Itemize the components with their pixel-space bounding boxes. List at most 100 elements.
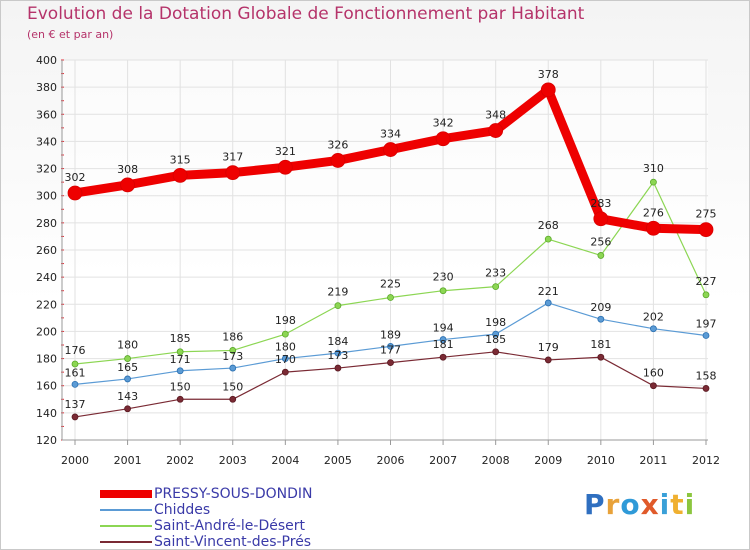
data-point <box>492 348 500 356</box>
data-label: 283 <box>590 197 611 210</box>
y-tick-label: 340 <box>36 135 57 148</box>
y-tick-label: 140 <box>36 407 57 420</box>
data-point <box>225 165 241 181</box>
data-point <box>229 364 237 372</box>
x-tick-label: 2008 <box>482 454 510 467</box>
data-label: 181 <box>433 338 454 351</box>
y-tick-label: 180 <box>36 353 57 366</box>
x-tick-label: 2007 <box>429 454 457 467</box>
data-label: 219 <box>327 286 348 299</box>
data-point <box>281 368 289 376</box>
logo-letter: r <box>605 488 621 521</box>
data-point <box>544 299 552 307</box>
logo-letter: o <box>620 488 641 521</box>
data-label: 158 <box>696 369 717 382</box>
data-point <box>597 315 605 323</box>
data-label: 137 <box>65 398 86 411</box>
data-label: 180 <box>275 341 296 354</box>
x-tick-label: 2001 <box>114 454 142 467</box>
chart-subtitle: (en € et par an) <box>27 28 114 41</box>
y-tick-label: 380 <box>36 81 57 94</box>
data-point <box>702 385 710 392</box>
x-tick-label: 2012 <box>692 454 720 467</box>
data-label: 173 <box>327 349 348 362</box>
logo-letter: i <box>684 488 696 521</box>
data-label: 177 <box>380 344 401 357</box>
data-label: 150 <box>222 380 243 393</box>
legend-swatch-chiddes <box>100 509 152 511</box>
data-label: 184 <box>327 335 348 348</box>
data-label: 161 <box>65 366 86 379</box>
proxiti-logo: Proxiti <box>584 488 695 521</box>
data-label: 176 <box>65 344 86 357</box>
data-point <box>176 348 184 356</box>
chart-title: Evolution de la Dotation Globale de Fonc… <box>27 4 585 24</box>
y-tick-label: 160 <box>36 380 57 393</box>
data-label: 170 <box>275 353 296 366</box>
legend-swatch-pressy <box>100 490 152 498</box>
data-point <box>229 395 237 403</box>
data-point <box>650 178 657 186</box>
data-label: 185 <box>485 333 506 346</box>
y-tick-label: 220 <box>36 298 57 311</box>
data-label: 342 <box>433 117 454 130</box>
y-tick-label: 320 <box>36 163 57 176</box>
data-point <box>488 123 504 138</box>
data-point <box>67 185 83 201</box>
data-point <box>650 382 657 390</box>
data-point <box>124 375 131 383</box>
data-label: 276 <box>643 206 664 219</box>
data-label: 275 <box>696 208 717 221</box>
data-label: 378 <box>538 68 559 81</box>
data-point <box>229 347 237 354</box>
data-point <box>702 291 710 299</box>
x-tick-label: 2005 <box>324 454 352 467</box>
x-tick-label: 2009 <box>534 454 562 467</box>
legend-label-saint-vincent: Saint-Vincent-des-Prés <box>154 534 312 550</box>
data-label: 181 <box>590 338 611 351</box>
legend-swatch-saint-andre <box>100 525 152 527</box>
legend-label-saint-andre: Saint-André-le-Désert <box>154 518 306 534</box>
data-point <box>71 380 79 388</box>
data-point <box>492 283 500 291</box>
data-point <box>387 294 394 301</box>
data-label: 173 <box>222 350 243 363</box>
legend-label-pressy: PRESSY-SOUS-DONDIN <box>154 486 313 502</box>
x-tick-label: 2004 <box>271 454 299 467</box>
data-point <box>330 153 346 168</box>
data-label: 227 <box>696 275 717 288</box>
data-point <box>120 177 135 193</box>
data-label: 143 <box>117 390 138 403</box>
data-point <box>176 367 184 375</box>
data-label: 334 <box>380 128 401 141</box>
data-point <box>492 330 500 338</box>
data-point <box>71 360 79 368</box>
data-point <box>387 342 394 350</box>
data-point <box>650 325 657 333</box>
data-point <box>334 302 342 310</box>
data-point <box>597 252 605 259</box>
data-label: 189 <box>380 328 401 341</box>
logo-letter: i <box>659 488 671 521</box>
data-label: 180 <box>117 339 138 352</box>
data-label: 179 <box>538 341 559 354</box>
data-point <box>646 220 661 236</box>
data-point <box>281 330 289 338</box>
x-tick-label: 2003 <box>219 454 247 467</box>
y-tick-label: 240 <box>36 271 57 284</box>
data-point <box>176 395 184 403</box>
data-label: 321 <box>275 145 296 158</box>
data-label: 326 <box>327 138 348 151</box>
y-tick-label: 260 <box>36 244 57 257</box>
y-tick-label: 400 <box>36 54 57 67</box>
data-point <box>124 355 131 362</box>
y-tick-label: 300 <box>36 190 57 203</box>
data-point <box>439 353 447 361</box>
data-label: 310 <box>643 162 664 175</box>
data-point <box>593 211 609 227</box>
data-label: 198 <box>275 314 296 327</box>
legend-label-chiddes: Chiddes <box>154 502 211 518</box>
x-tick-label: 2011 <box>639 454 667 467</box>
data-point <box>387 359 394 367</box>
data-label: 221 <box>538 285 559 298</box>
